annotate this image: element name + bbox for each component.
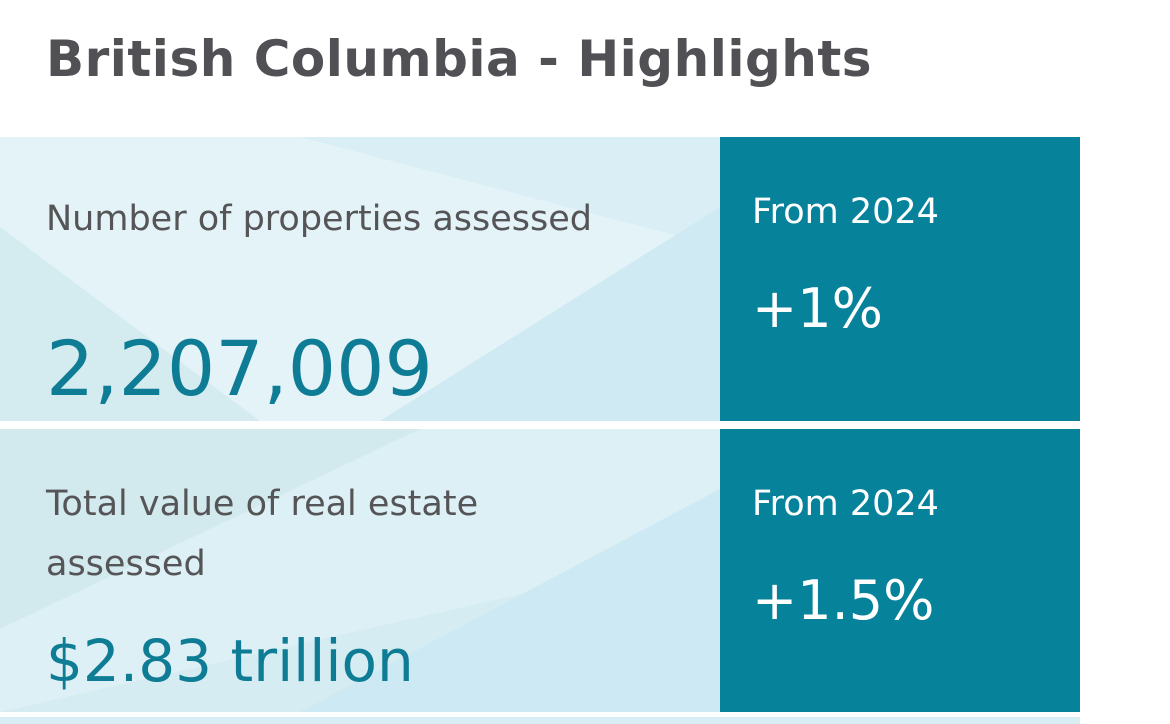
next-card-edge: [0, 717, 1080, 724]
change-value: +1%: [752, 277, 883, 340]
comparison-label: From 2024: [752, 484, 939, 524]
change-panel: From 2024 +1%: [720, 137, 1080, 421]
highlight-label: Total value of real estate assessed: [46, 484, 479, 584]
decorative-background-shapes: [0, 137, 720, 421]
highlight-value: $2.83 trillion: [46, 627, 414, 695]
highlight-info-panel: Total value of real estate assessed $2.8…: [0, 429, 720, 712]
page-title: British Columbia - Highlights: [46, 30, 873, 88]
highlight-label: Number of properties assessed: [46, 199, 592, 239]
change-value: +1.5%: [752, 569, 935, 632]
highlight-card-properties: Number of properties assessed 2,207,009 …: [0, 137, 1080, 421]
highlight-card-total-value: Total value of real estate assessed $2.8…: [0, 429, 1080, 712]
decorative-background-shapes: [0, 429, 720, 712]
highlight-value: 2,207,009: [46, 324, 433, 413]
comparison-label: From 2024: [752, 192, 939, 232]
highlight-info-panel: Number of properties assessed 2,207,009: [0, 137, 720, 421]
change-panel: From 2024 +1.5%: [720, 429, 1080, 712]
